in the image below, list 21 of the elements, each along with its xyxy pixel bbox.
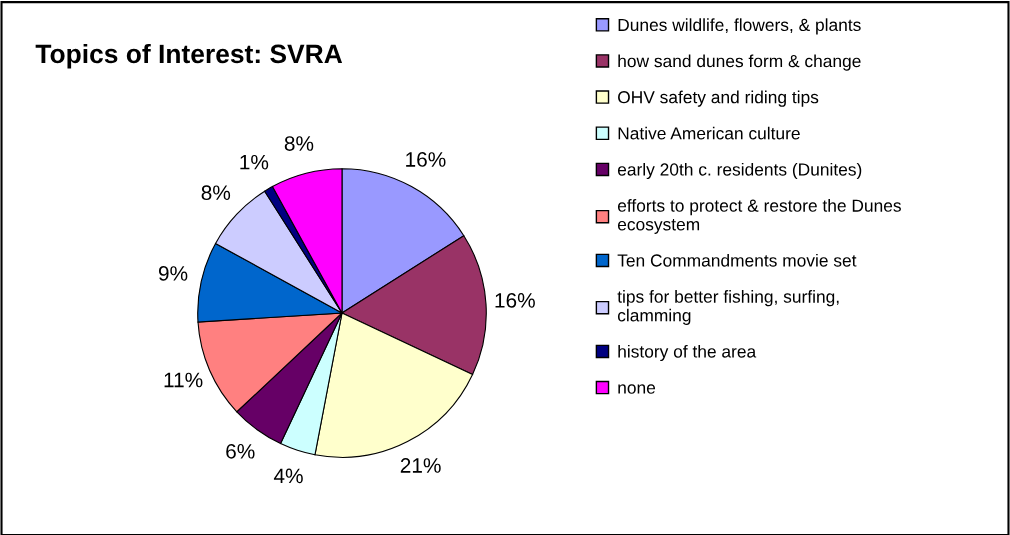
legend-label: none [618, 384, 656, 394]
legend-label: Ten Commandments movie set [617, 253, 857, 267]
data-label: 4% [273, 468, 303, 484]
data-label: 21% [400, 458, 441, 473]
legend-label: early 20th c. residents (Dunites) [617, 162, 862, 180]
data-label: 16% [495, 292, 535, 308]
data-label: 16% [406, 152, 446, 167]
data-label: 1% [240, 154, 269, 170]
legend-label: efforts to protect & restore the Dunes ecosystem [617, 199, 901, 234]
data-label: 6% [226, 443, 255, 459]
legend-label: Native American culture [618, 126, 800, 140]
legend-label: how sand dunes form & change [618, 54, 861, 71]
legend-label: tips for better fishing, surfing, clamming [617, 290, 839, 325]
data-label: 8% [284, 136, 314, 151]
data-label: 11% [164, 372, 203, 388]
legend-label: Dunes wildlife, flowers, & plants [618, 18, 861, 35]
data-label: 9% [158, 266, 188, 281]
text: Topics of Interest: SVRA [35, 43, 343, 69]
legend-label: OHV safety and riding tips [618, 90, 819, 107]
legend-label: history of the area [618, 344, 757, 362]
data-label: 8% [201, 185, 231, 201]
